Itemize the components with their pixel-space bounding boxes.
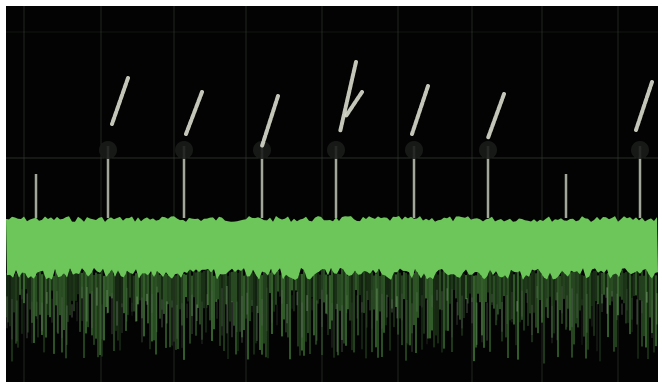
pulse-marker: [410, 84, 430, 136]
pulse-marker: [184, 90, 204, 136]
pulse-marker: [634, 80, 654, 132]
spike-node: [479, 141, 497, 159]
waveform-canvas: [6, 6, 658, 382]
pulse-markers: [110, 60, 654, 148]
pulse-marker: [260, 94, 280, 148]
pulse-marker: [338, 60, 358, 134]
signal-trace: [6, 216, 658, 364]
oscilloscope-display: [6, 6, 658, 382]
pulse-marker: [110, 76, 130, 126]
spike-node: [631, 141, 649, 159]
spike-node: [327, 141, 345, 159]
spike-node: [253, 141, 271, 159]
spike-node: [175, 141, 193, 159]
trace-band: [6, 216, 658, 280]
spike-node: [405, 141, 423, 159]
spike-node: [99, 141, 117, 159]
signal-spikes: [34, 141, 649, 218]
pulse-marker: [486, 92, 506, 140]
graticule-grid: [6, 6, 658, 382]
pulse-marker: [344, 90, 364, 118]
